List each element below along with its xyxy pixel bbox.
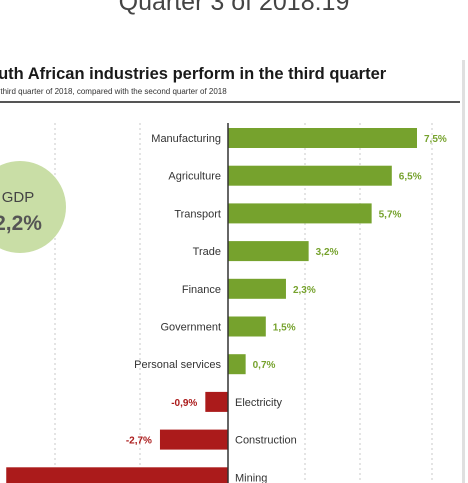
bar-transport — [228, 203, 372, 224]
title-rule — [0, 101, 460, 103]
value-label: -2,7% — [126, 436, 152, 447]
bar-government — [228, 316, 266, 337]
gdp-label: GDP — [2, 189, 35, 206]
category-label: Trade — [193, 246, 221, 258]
value-label: 2,3% — [293, 285, 316, 296]
gdp-value: 2,2% — [0, 212, 42, 235]
category-label: Government — [160, 322, 221, 334]
value-label: -0,9% — [171, 398, 197, 409]
chart-subtitle: the third quarter of 2018, compared with… — [0, 87, 227, 96]
bar-chart: GDP 2,2% Manufacturing 7,5% Agriculture 6,5… — [0, 123, 447, 483]
page-heading: Quarter 3 of 2018:19 — [118, 0, 350, 16]
category-label: Manufacturing — [151, 133, 221, 145]
chart-card: GDP 2,2% Manufacturing 7,5% Agriculture 6,5… — [0, 60, 465, 483]
category-label: Construction — [235, 435, 297, 447]
bar-personal-services — [228, 354, 246, 375]
bar-finance — [228, 278, 286, 299]
category-label: Personal services — [134, 359, 221, 371]
bar-manufacturing — [228, 128, 417, 148]
bar-agriculture — [228, 165, 392, 186]
value-label: 1,5% — [273, 323, 296, 334]
bar-trade — [228, 241, 309, 262]
bar-electricity — [205, 391, 228, 412]
gdp-circle — [0, 161, 66, 253]
value-label: 0,7% — [253, 360, 276, 371]
category-label: Agriculture — [168, 171, 221, 183]
gdp-badge: GDP 2,2% — [0, 161, 66, 253]
category-label: Finance — [182, 284, 221, 296]
value-label: 6,5% — [399, 172, 422, 183]
category-label: Mining — [235, 472, 267, 483]
bar-construction — [159, 429, 228, 450]
category-label: Electricity — [235, 397, 283, 409]
category-label: Transport — [174, 208, 221, 220]
chart-title: outh African industries perform in the t… — [0, 65, 387, 83]
bars: Manufacturing 7,5% Agriculture 6,5% Transpor… — [6, 128, 447, 483]
value-label: 5,7% — [379, 209, 402, 220]
value-label: 7,5% — [424, 134, 447, 145]
value-label: 3,2% — [316, 247, 339, 258]
bar-mining — [6, 467, 228, 483]
